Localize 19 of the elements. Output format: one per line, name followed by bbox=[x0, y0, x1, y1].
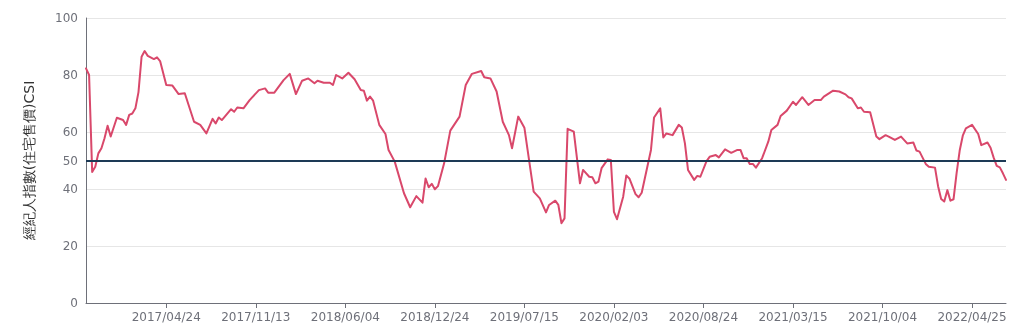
x-tick-label: 2017/04/24 bbox=[131, 310, 201, 324]
ref-line-label: 50 bbox=[62, 153, 78, 168]
y-axis-title: 經紀人指數(住宅售價)CSI bbox=[21, 80, 37, 242]
x-tick-label: 2021/10/04 bbox=[847, 310, 918, 324]
x-tick-label: 2020/08/24 bbox=[668, 310, 739, 324]
x-tick-label: 2017/11/13 bbox=[221, 310, 291, 324]
y-tick-label: 40 bbox=[62, 182, 78, 196]
x-tick-label: 2019/07/15 bbox=[489, 310, 559, 324]
y-tick-label: 20 bbox=[62, 239, 78, 253]
y-tick-label: 0 bbox=[70, 296, 78, 310]
y-tick-label: 80 bbox=[62, 68, 78, 82]
x-tick-label: 2021/03/15 bbox=[758, 310, 828, 324]
x-tick-label: 2018/06/04 bbox=[310, 310, 380, 324]
x-tick-label: 2020/02/03 bbox=[579, 310, 649, 324]
x-tick-label: 2022/04/25 bbox=[937, 310, 1007, 324]
line-series bbox=[85, 50, 1007, 225]
x-tick-label: 2018/12/24 bbox=[400, 310, 470, 324]
y-tick-label: 100 bbox=[55, 11, 78, 25]
y-tick-label: 60 bbox=[62, 125, 78, 139]
